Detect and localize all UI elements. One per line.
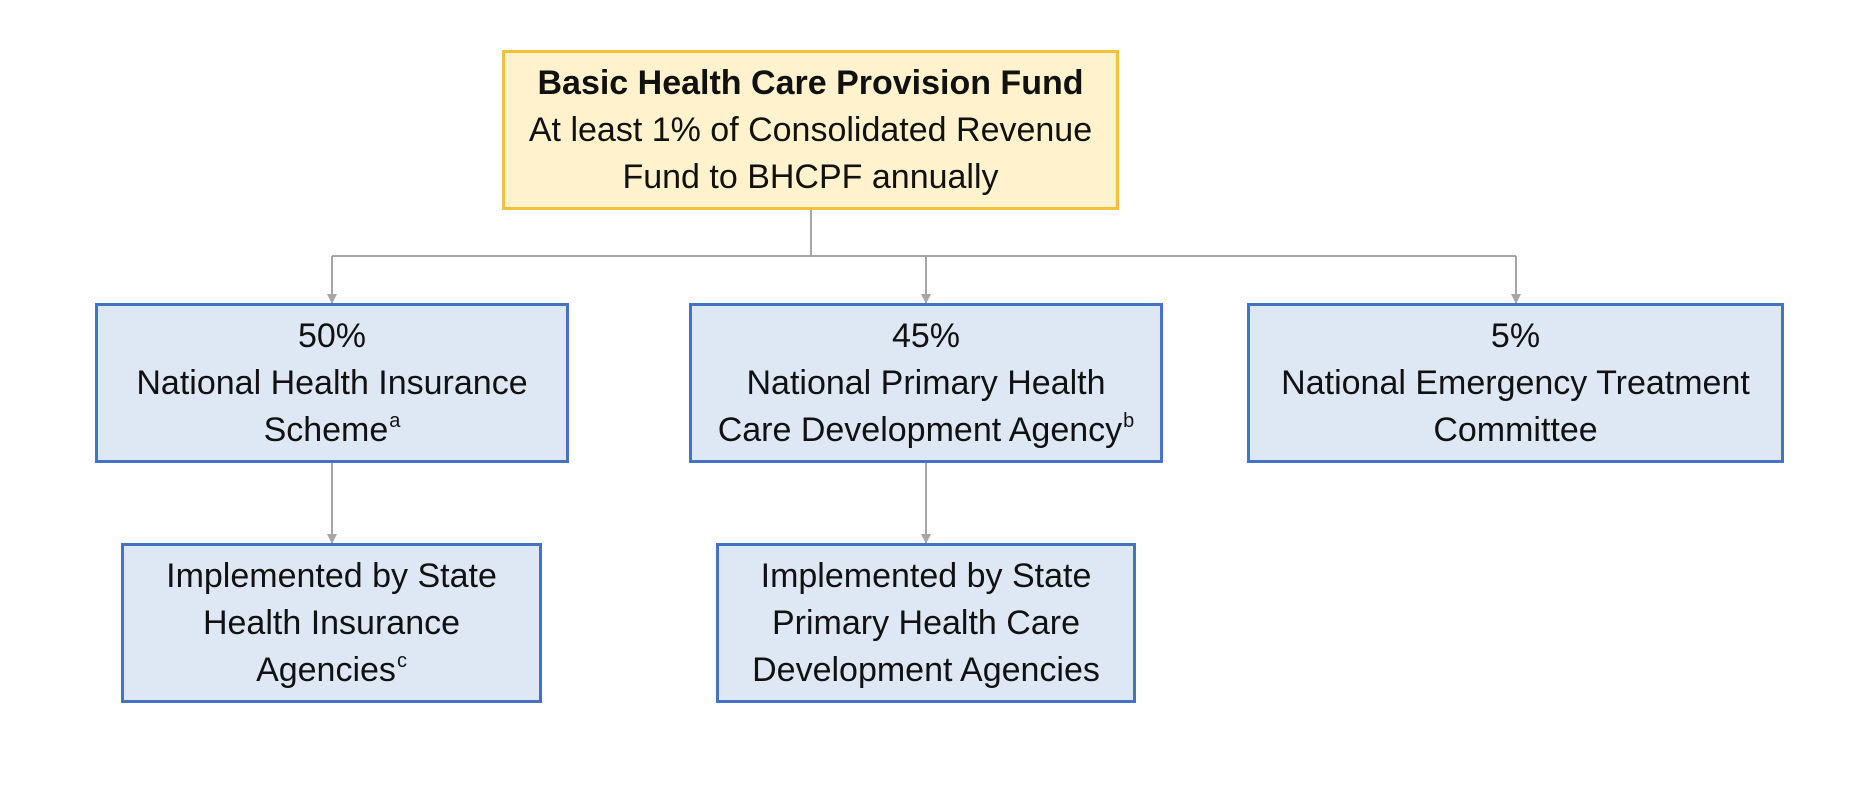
sphcda-line-2: Primary Health Care [772,603,1080,642]
bhcpf-line-2: Fund to BHCPF annually [622,157,999,196]
state-phc-agency-box: Implemented by State Primary Health Care… [716,543,1136,703]
bhcpf-line-1: At least 1% of Consolidated Revenue [528,110,1093,149]
netc-box: 5% National Emergency Treatment Committe… [1247,303,1784,463]
nhis-box: 50% National Health Insurance Schemea [95,303,569,463]
netc-line-1: National Emergency Treatment [1281,363,1750,402]
nhis-line-2-text: Scheme [263,410,389,449]
sphcda-line-3: Development Agencies [752,650,1100,689]
shia-line-1: Implemented by State [166,556,497,595]
nphcda-line-2-text: Care Development Agency [717,410,1123,449]
bhcpf-title: Basic Health Care Provision Fund [537,63,1084,102]
nhis-line-1: National Health Insurance [136,363,528,402]
footnote-b: b [1123,409,1135,432]
shia-line-3: Agenciesc [256,647,407,694]
footnote-c: c [396,649,407,672]
sphcda-line-1: Implemented by State [760,556,1092,595]
nhis-line-2: Schemea [264,407,401,454]
shia-line-3-text: Agencies [256,650,396,689]
netc-line-2: Committee [1433,410,1598,449]
nphcda-percent: 45% [891,316,961,355]
nphcda-line-2: Care Development Agencyb [718,407,1135,454]
nphcda-line-1: National Primary Health [746,363,1106,402]
bhcpf-box: Basic Health Care Provision Fund At leas… [502,50,1119,210]
shia-line-2: Health Insurance [202,603,461,642]
state-health-insurance-box: Implemented by State Health Insurance Ag… [121,543,542,703]
netc-percent: 5% [1490,316,1541,355]
nhis-percent: 50% [297,316,367,355]
nphcda-box: 45% National Primary Health Care Develop… [689,303,1163,463]
footnote-a: a [389,409,401,432]
